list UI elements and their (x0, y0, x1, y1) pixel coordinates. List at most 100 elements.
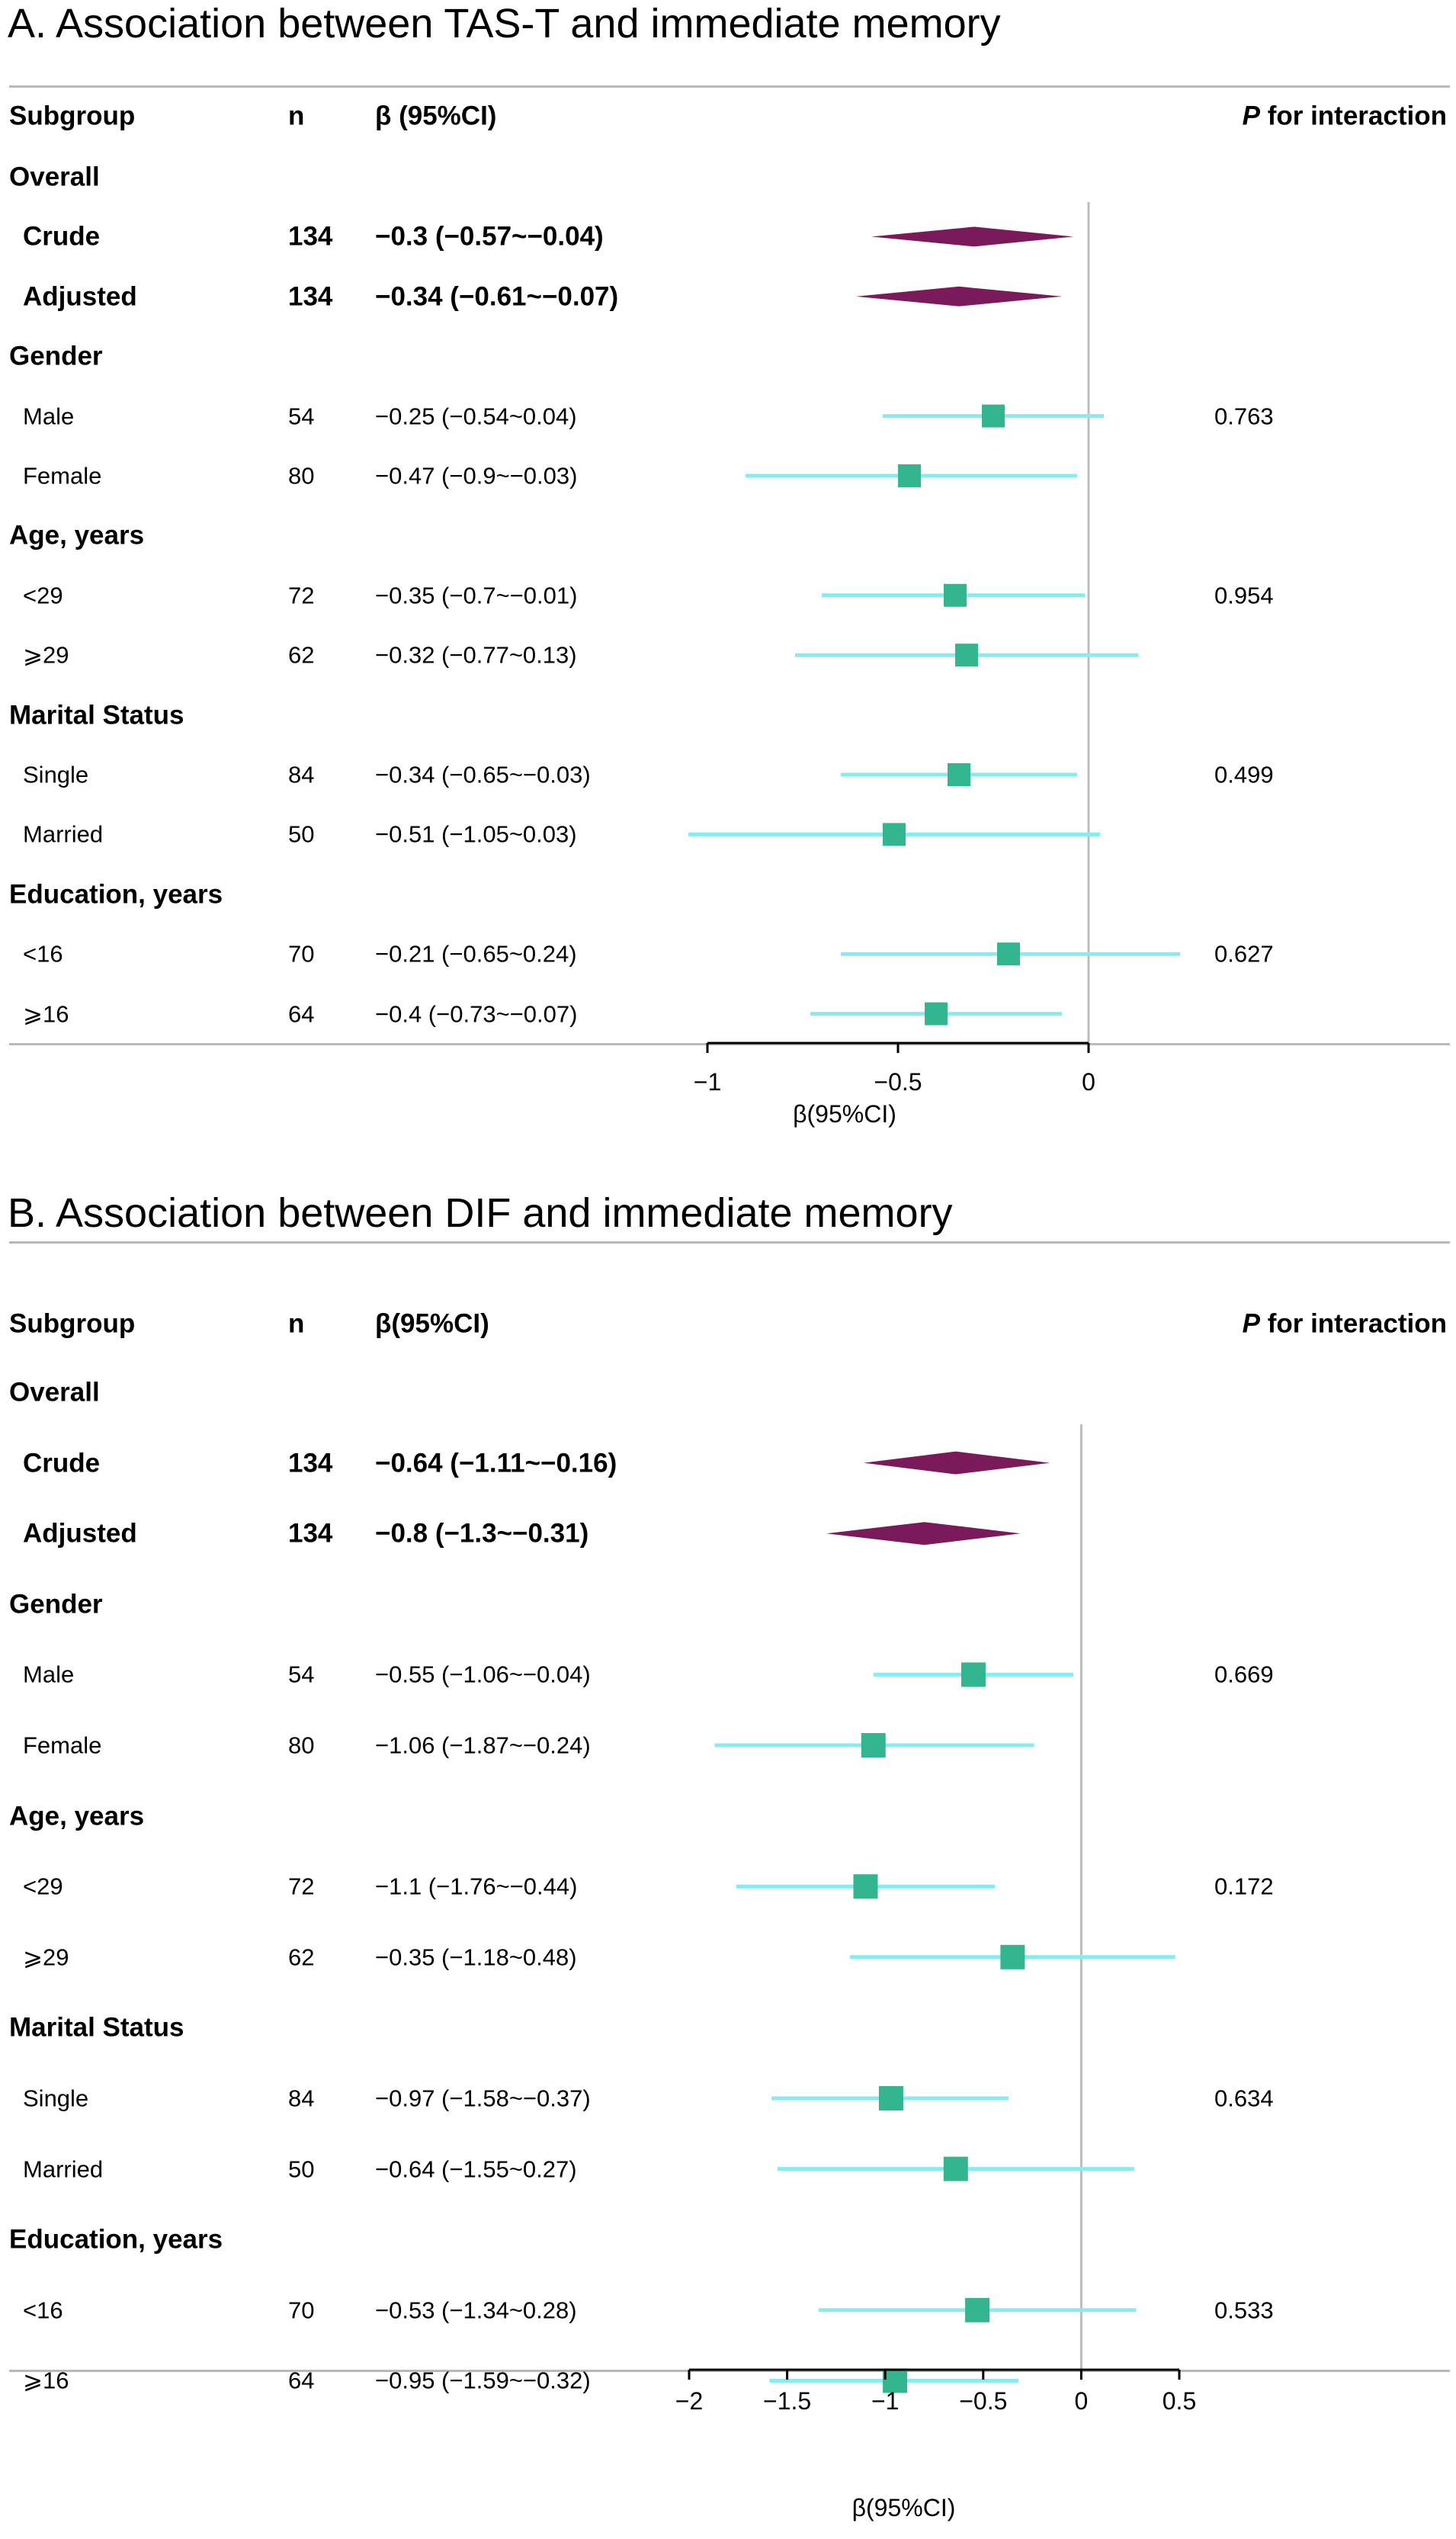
subgroup-label: Married (23, 820, 104, 848)
n-value: 64 (288, 2367, 315, 2394)
group-label: Overall (9, 1377, 100, 1408)
group-label: Education, years (9, 879, 223, 910)
overall-label: Crude (23, 221, 101, 252)
beta-ci-text: −0.8 (−1.3~−0.31) (375, 1518, 589, 1549)
beta-ci-text: −0.64 (−1.55~0.27) (375, 2155, 577, 2183)
estimate-square (982, 404, 1005, 428)
group-label: Overall (9, 162, 100, 192)
panel-title: A. Association between TAS-T and immedia… (8, 1, 1001, 47)
beta-ci-text: −0.32 (−0.77~0.13) (375, 641, 577, 669)
n-value: 62 (288, 1944, 315, 1971)
x-tick-label: −1 (871, 2387, 899, 2415)
x-tick-label: −1 (694, 1068, 721, 1096)
p-interaction-value: 0.533 (1214, 2297, 1274, 2324)
estimate-square (965, 2297, 990, 2322)
x-tick-label: 0 (1082, 1068, 1095, 1096)
estimate-diamond (871, 226, 1073, 247)
group-label: Gender (9, 1589, 103, 1619)
group-label: Age, years (9, 1801, 145, 1831)
estimate-square (948, 763, 970, 786)
subgroup-label: <16 (23, 940, 63, 968)
beta-ci-text: −0.47 (−0.9~−0.03) (375, 462, 578, 490)
x-axis-label: β(95%CI) (793, 1100, 896, 1128)
beta-ci-text: −0.35 (−1.18~0.48) (375, 1944, 577, 1971)
x-tick-label: 0.5 (1163, 2387, 1196, 2415)
subgroup-label: <29 (23, 1873, 63, 1900)
n-value: 134 (288, 281, 333, 312)
overall-label: Crude (23, 1448, 101, 1478)
estimate-square (878, 2086, 903, 2110)
subgroup-label: Single (23, 2085, 89, 2112)
n-value: 134 (288, 221, 333, 252)
estimate-diamond (826, 1522, 1021, 1546)
beta-ci-text: −0.97 (−1.58~−0.37) (375, 2085, 591, 2112)
beta-ci-text: −0.35 (−0.7~−0.01) (375, 582, 578, 609)
p-interaction-value: 0.954 (1214, 582, 1274, 609)
header-p-rest: for interaction (1259, 1308, 1447, 1339)
header-beta: β (95%CI) (375, 101, 497, 131)
header-n: n (288, 1308, 305, 1339)
subgroup-label: Male (23, 1661, 75, 1688)
beta-ci-text: −0.3 (−0.57~−0.04) (375, 221, 604, 252)
subgroup-label: ⩾29 (23, 641, 69, 669)
n-value: 84 (288, 2085, 315, 2112)
p-interaction-value: 0.634 (1214, 2085, 1274, 2112)
n-value: 70 (288, 940, 315, 968)
header-p-interaction: P for interaction (1243, 1311, 1447, 1337)
beta-ci-text: −0.34 (−0.65~−0.03) (375, 761, 591, 788)
p-interaction-value: 0.499 (1214, 761, 1274, 788)
beta-ci-text: −0.34 (−0.61~−0.07) (375, 281, 619, 312)
x-tick-label: −2 (675, 2387, 703, 2415)
header-p-letter: P (1242, 101, 1260, 131)
subgroup-label: ⩾16 (23, 2367, 69, 2394)
beta-ci-text: −1.1 (−1.76~−0.44) (375, 1873, 578, 1900)
n-value: 50 (288, 820, 315, 848)
overall-label: Adjusted (23, 1518, 137, 1549)
header-rule (9, 1241, 1450, 1244)
x-tick-label: −0.5 (874, 1068, 922, 1096)
estimate-square (925, 1002, 948, 1026)
n-value: 72 (288, 582, 315, 609)
estimate-square (853, 1874, 878, 1899)
subgroup-label: ⩾29 (23, 1944, 69, 1971)
group-label: Marital Status (9, 2012, 184, 2043)
estimate-square (861, 1733, 886, 1757)
n-value: 80 (288, 462, 315, 490)
p-interaction-value: 0.627 (1214, 940, 1274, 968)
header-subgroup: Subgroup (9, 101, 136, 131)
n-value: 64 (288, 1000, 315, 1028)
n-value: 72 (288, 1873, 315, 1900)
beta-ci-text: −0.51 (−1.05~0.03) (375, 820, 577, 848)
beta-ci-text: −0.21 (−0.65~0.24) (375, 940, 577, 968)
p-interaction-value: 0.763 (1214, 403, 1274, 430)
header-p-rest: for interaction (1259, 101, 1447, 131)
estimate-square (961, 1662, 986, 1687)
p-interaction-value: 0.172 (1214, 1873, 1274, 1900)
n-value: 134 (288, 1448, 333, 1478)
forest-plot: −2 −1.5 −1 −0.5 0 0.5 β(95%CI) (675, 1424, 1196, 2521)
header-p-letter: P (1242, 1308, 1260, 1339)
beta-ci-text: −1.06 (−1.87~−0.24) (375, 1732, 591, 1759)
n-value: 84 (288, 761, 315, 788)
subgroup-label: Female (23, 1732, 102, 1759)
estimate-square (1000, 1944, 1025, 1969)
estimate-diamond (856, 286, 1062, 307)
group-label: Age, years (9, 520, 145, 550)
subgroup-label: Male (23, 403, 75, 430)
estimate-square (883, 823, 906, 846)
estimate-square (944, 583, 967, 607)
estimate-square (955, 644, 978, 667)
subgroup-label: <29 (23, 582, 63, 609)
n-value: 50 (288, 2155, 315, 2183)
estimate-square (883, 2368, 908, 2393)
group-label: Education, years (9, 2224, 223, 2255)
n-value: 70 (288, 2297, 315, 2324)
beta-ci-text: −0.95 (−1.59~−0.32) (375, 2367, 591, 2394)
subgroup-label: Single (23, 761, 89, 788)
n-value: 62 (288, 641, 315, 669)
x-tick-label: −1.5 (763, 2387, 811, 2415)
panel-a: A. Association between TAS-T and immedia… (0, 0, 1456, 1151)
beta-ci-text: −0.64 (−1.11~−0.16) (375, 1448, 617, 1478)
x-axis-label: β(95%CI) (852, 2494, 956, 2521)
beta-ci-text: −0.53 (−1.34~0.28) (375, 2297, 577, 2324)
